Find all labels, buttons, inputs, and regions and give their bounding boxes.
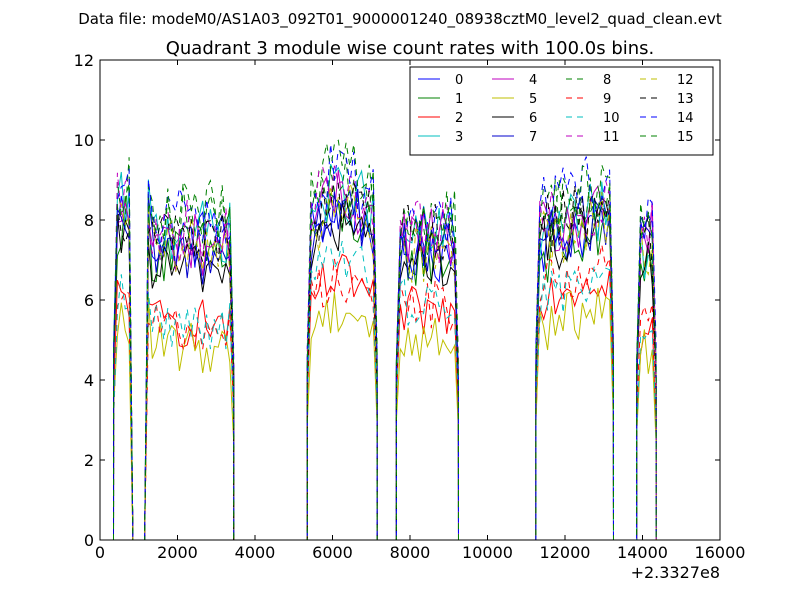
legend-label-0: 0 — [455, 73, 463, 88]
legend-label-15: 15 — [677, 130, 694, 145]
legend-label-10: 10 — [603, 111, 620, 126]
y-tick-label: 4 — [84, 371, 94, 390]
legend-label-4: 4 — [529, 73, 537, 88]
series-line-9 — [113, 244, 657, 541]
legend-label-12: 12 — [677, 73, 694, 88]
x-tick-label: 0 — [95, 543, 105, 562]
series-line-4 — [113, 170, 657, 541]
legend-box — [409, 66, 714, 156]
axis-ticks: 0 2000 4000 6000 8000 10000 12000 14000 16000 0 2 4… — [74, 51, 746, 562]
legend-label-6: 6 — [529, 111, 537, 126]
series-line-12 — [113, 182, 657, 541]
series-layer — [113, 139, 657, 541]
y-tick-label: 10 — [74, 131, 94, 150]
series-line-2 — [113, 253, 657, 541]
y-tick-label: 0 — [84, 531, 94, 550]
x-tick-label: 2000 — [157, 543, 198, 562]
y-tick-label: 8 — [84, 211, 94, 230]
legend-label-5: 5 — [529, 92, 537, 107]
x-tick-label: 4000 — [235, 543, 276, 562]
legend-label-14: 14 — [677, 111, 694, 126]
x-tick-label: 14000 — [617, 543, 668, 562]
y-tick-label: 6 — [84, 291, 94, 310]
chart-suptitle: Data file: modeM0/AS1A03_092T01_90000012… — [78, 10, 722, 29]
x-tick-label: 12000 — [540, 543, 591, 562]
legend-label-11: 11 — [603, 130, 620, 145]
x-tick-label: 6000 — [312, 543, 353, 562]
legend-label-3: 3 — [455, 130, 463, 145]
legend-label-7: 7 — [529, 130, 537, 145]
chart-title: Quadrant 3 module wise count rates with … — [166, 38, 655, 59]
y-tick-label: 12 — [74, 51, 94, 70]
legend-label-2: 2 — [455, 111, 463, 126]
series-line-10 — [113, 241, 657, 541]
x-tick-label: 8000 — [390, 543, 431, 562]
y-tick-label: 2 — [84, 451, 94, 470]
legend-label-13: 13 — [677, 92, 694, 107]
legend-label-9: 9 — [603, 92, 611, 107]
x-tick-label: 10000 — [462, 543, 513, 562]
series-line-11 — [113, 165, 657, 541]
series-line-5 — [113, 287, 657, 541]
series-line-13 — [113, 175, 657, 541]
x-offset-label: +2.3327e8 — [631, 563, 720, 582]
x-tick-label: 16000 — [695, 543, 746, 562]
legend-label-1: 1 — [455, 92, 463, 107]
legend-label-8: 8 — [603, 73, 611, 88]
